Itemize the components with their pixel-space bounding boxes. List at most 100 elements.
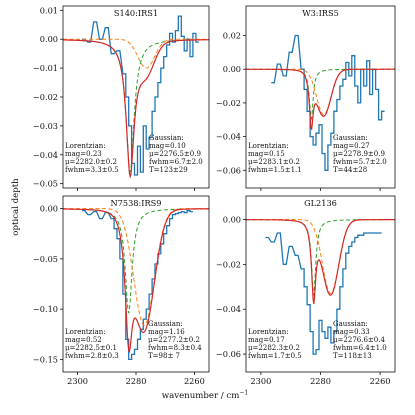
panel-title: GL2136: [304, 198, 337, 208]
data-line: [271, 34, 385, 171]
panels: 0.01 0.00 −0.01 −0.02 −0.03 −0.04 −0.05 S140:IR…: [33, 5, 396, 386]
annotation-line: T=44±28: [333, 166, 367, 174]
x-tick-label: 2260: [184, 376, 205, 386]
annotation-line: Lorentzian:: [65, 328, 106, 336]
y-tick-label: −0.10: [33, 304, 58, 314]
fit-curve: [63, 208, 209, 354]
y-tick-label: −0.02: [216, 98, 241, 108]
y-tick-label: −0.05: [33, 254, 58, 264]
annotation-line: fwhm=6.7±2.0: [149, 158, 203, 166]
y-tick-label: −0.04: [33, 150, 58, 160]
panel-title: W3:IRS5: [302, 8, 339, 18]
annotation-line: mag=0.17: [248, 336, 285, 344]
fit-curve: [63, 39, 209, 179]
x-tick-label: 2260: [370, 376, 391, 386]
gaussian-annotation: Gaussian: mag=1.16 μ=2277.2±0.2 fwhm=8.3±0.…: [148, 320, 202, 360]
annotation-line: fwhm=1.5±1.1: [248, 166, 302, 174]
lorentzian-curve: [63, 208, 209, 314]
annotation-line: fwhm=5.7±2.0: [333, 158, 387, 166]
data-line: [265, 232, 382, 355]
x-axis-label-exponent: −1: [239, 390, 248, 397]
annotation-line: mag=0.33: [333, 328, 370, 336]
y-tick-label: −0.01: [33, 63, 58, 73]
annotation-line: mag=0.52: [65, 336, 102, 344]
annotation-line: mag=0.23: [65, 150, 102, 158]
gaussian-curve: [246, 219, 395, 295]
annotation-line: μ=2282.3±0.2: [248, 344, 300, 352]
panel-1: 0.01 0.00 −0.01 −0.02 −0.03 −0.04 −0.05 S140:IR…: [33, 5, 210, 191]
y-tick-label: 0.00: [223, 64, 241, 74]
gaussian-annotation: Gaussian: mag=0.10 μ=2276.5±0.9 fwhm=6.7±2.…: [149, 134, 203, 174]
annotation-line: Gaussian:: [333, 134, 368, 142]
panel-2: 0.02 0.00 −0.02 −0.04 −0.06 W3:IRS5 Lorentzian…: [216, 5, 396, 191]
annotation-line: Gaussian:: [148, 320, 183, 328]
panel-title: N7538:IRS9: [111, 198, 162, 208]
y-tick-label: 0.00: [40, 204, 58, 214]
annotation-line: μ=2276.5±0.9: [149, 150, 201, 158]
x-tick-label: 2300: [250, 376, 271, 386]
plot-area: [63, 15, 209, 179]
gaussian-annotation: Gaussian: mag=0.33 μ=2276.6±0.4 fwhm=6.4±1.…: [333, 320, 387, 360]
lorentzian-curve: [246, 219, 395, 296]
x-tick-label: 2280: [310, 376, 331, 386]
annotation-line: Lorentzian:: [248, 328, 289, 336]
annotation-line: mag=0.15: [248, 150, 285, 158]
y-tick-label: −0.04: [216, 304, 241, 314]
y-tick-label: −0.15: [33, 354, 58, 364]
annotation-line: T=98± 7: [148, 352, 180, 360]
annotation-line: T=123±29: [149, 166, 188, 174]
annotation-line: mag=1.16: [148, 328, 185, 336]
annotation-line: μ=2276.6±0.4: [333, 336, 385, 344]
annotation-line: fwhm=8.3±0.4: [148, 344, 202, 352]
data-line: [82, 209, 193, 361]
plot-area: [246, 34, 395, 171]
y-tick-label: −0.04: [216, 132, 241, 142]
annotation-line: Gaussian:: [333, 320, 368, 328]
annotation-line: mag=0.27: [333, 142, 370, 150]
annotation-line: fwhm=2.8±0.3: [65, 352, 119, 360]
y-tick-label: −0.02: [33, 92, 58, 102]
y-tick-label: 0.02: [223, 30, 241, 40]
annotation-line: μ=2278.9±0.9: [333, 150, 385, 158]
annotation-line: μ=2282.0±0.2: [65, 158, 117, 166]
y-tick-label: −0.02: [216, 259, 241, 269]
y-tick-label: 0.00: [223, 215, 241, 225]
y-axis-label: optical depth: [11, 178, 21, 236]
annotation-line: Lorentzian:: [65, 142, 106, 150]
annotation-line: μ=2277.2±0.2: [148, 336, 200, 344]
y-tick-label: 0.00: [40, 34, 58, 44]
annotation-line: fwhm=6.4±1.0: [333, 344, 387, 352]
annotation-line: μ=2283.1±0.2: [248, 158, 300, 166]
lorentzian-annotation: Lorentzian: mag=0.17 μ=2282.3±0.2 fwhm=1.7±…: [248, 328, 302, 360]
y-tick-label: −0.06: [216, 165, 241, 175]
annotation-line: μ=2282.5±0.1: [65, 344, 117, 352]
annotation-line: fwhm=1.7±0.5: [248, 352, 302, 360]
x-tick-label: 2300: [67, 376, 88, 386]
x-tick-label: 2280: [126, 376, 147, 386]
annotation-line: mag=0.10: [149, 142, 186, 150]
annotation-line: T=118±13: [333, 352, 372, 360]
plot-area: [246, 219, 395, 355]
lorentzian-annotation: Lorentzian: mag=0.15 μ=2283.1±0.2 fwhm=1.5±…: [248, 142, 302, 174]
x-axis-label-text: wavenumber / cm: [162, 391, 240, 401]
y-tick-label: 0.01: [40, 5, 58, 15]
gaussian-curve: [63, 208, 209, 326]
gaussian-curve: [63, 38, 209, 69]
panel-title: S140:IRS1: [114, 8, 158, 18]
gaussian-annotation: Gaussian: mag=0.27 μ=2278.9±0.9 fwhm=5.7±2.…: [333, 134, 387, 174]
data-line: [82, 15, 199, 176]
lorentzian-annotation: Lorentzian: mag=0.23 μ=2282.0±0.2 fwhm=3.3±…: [65, 142, 119, 174]
fit-curve: [246, 68, 395, 130]
fit-curve: [246, 219, 395, 305]
panel-4: 0.00 −0.02 −0.04 −0.06 2300 2280 2260 GL2136 Lor…: [216, 195, 396, 386]
panel-3: 0.00 −0.05 −0.10 −0.15 2300 2280 2260 N7538:IRS…: [33, 195, 210, 386]
y-tick-label: −0.05: [33, 179, 58, 189]
annotation-line: Gaussian:: [149, 134, 184, 142]
annotation-line: fwhm=3.3±0.5: [65, 166, 119, 174]
lorentzian-curve: [63, 39, 209, 173]
plot-area: [63, 208, 209, 361]
annotation-line: Lorentzian:: [248, 142, 289, 150]
y-tick-label: −0.06: [216, 349, 241, 359]
lorentzian-annotation: Lorentzian: mag=0.52 μ=2282.5±0.1 fwhm=2.8±…: [65, 328, 119, 360]
